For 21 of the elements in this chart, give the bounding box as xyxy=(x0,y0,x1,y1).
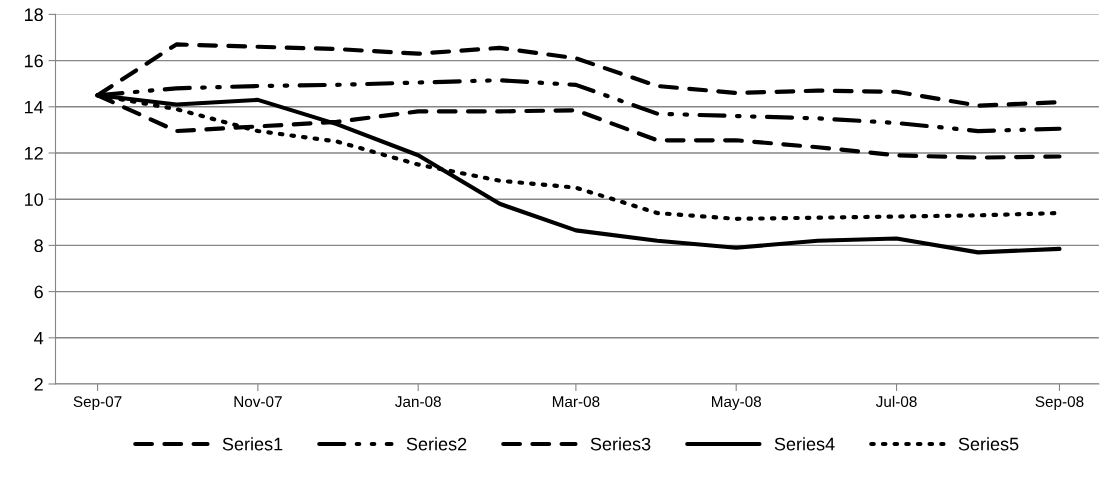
y-tick-label: 4 xyxy=(34,331,44,345)
y-tick-label: 10 xyxy=(24,193,43,206)
legend-label: Series3 xyxy=(590,437,651,451)
y-tick-label: 18 xyxy=(24,8,43,22)
y-tick-label: 12 xyxy=(24,146,43,160)
x-tick-label: Mar-08 xyxy=(552,396,600,408)
x-tick-label: Nov-07 xyxy=(234,396,282,408)
y-tick-label: 16 xyxy=(24,54,43,68)
x-tick-label: Sep-07 xyxy=(73,396,122,411)
x-tick-label: Jul-08 xyxy=(875,395,917,408)
legend-label: Series1 xyxy=(222,437,283,451)
y-tick-label: 6 xyxy=(34,285,43,299)
legend-label: Series2 xyxy=(406,437,467,451)
y-tick-label: 14 xyxy=(24,100,44,114)
y-tick-label: 2 xyxy=(34,377,43,391)
legend-label: Series4 xyxy=(774,437,835,451)
x-tick-label: Sep-08 xyxy=(1035,396,1084,411)
x-tick-label: May-08 xyxy=(711,396,762,411)
x-tick-label: Jan-08 xyxy=(395,396,441,408)
legend-label: Series5 xyxy=(958,437,1019,451)
y-tick-label: 8 xyxy=(34,239,43,253)
